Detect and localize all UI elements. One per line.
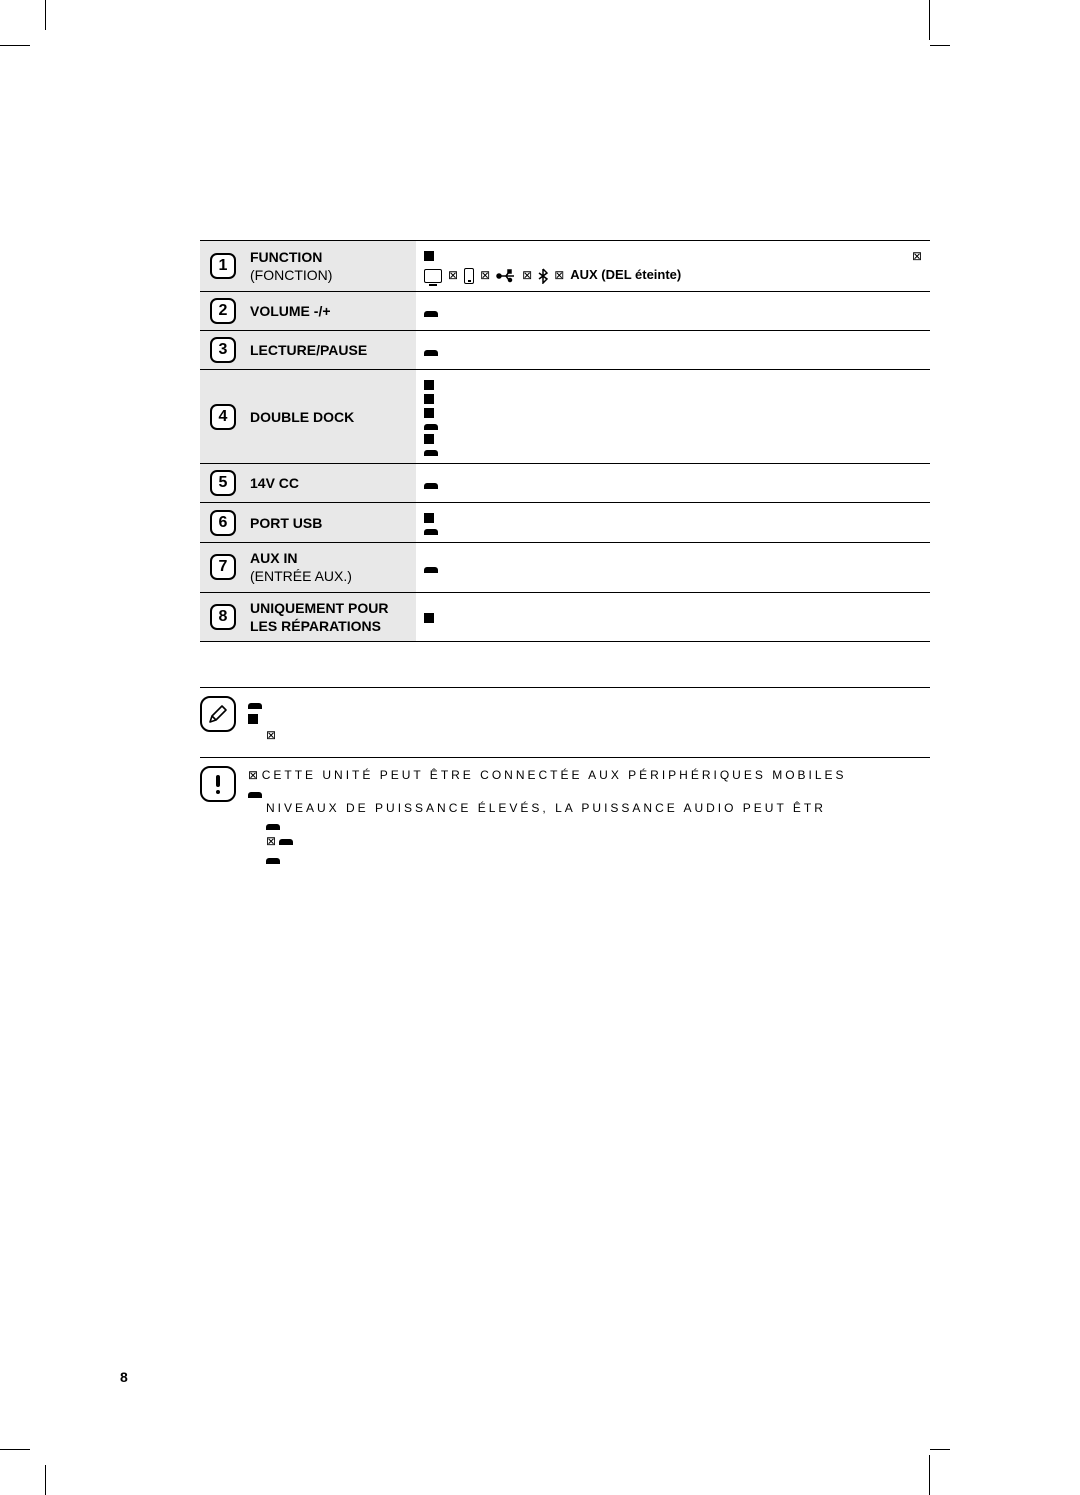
row-label: VOLUME -/+ [250,303,331,319]
caution-line-1: Cette unité peut être connectée aux péri… [262,768,847,782]
bullet-icon [248,792,262,798]
bullet-icon [424,424,438,430]
bullet-icon [424,311,438,317]
note-icon-pencil [200,696,236,732]
row-label: PORT USB [250,515,322,531]
desc-line [424,391,922,404]
function-table: 1 FUNCTION (FONCTION) ⊠ ⊠ ⊠ [200,240,930,642]
bullet-icon [424,380,434,390]
bullet-icon [424,567,438,573]
bullet-icon [279,839,293,845]
desc-line [424,377,922,390]
desc-line [424,345,922,356]
bullet-icon [424,408,434,418]
glyph: ⊠ [448,267,458,284]
row-number: 8 [210,604,236,630]
bullet-icon [424,434,434,444]
bullet-icon [266,824,280,830]
bullet-icon [424,251,434,261]
caution-block: ⊠ Cette unité peut être connectée aux pé… [200,757,930,878]
page-number: 8 [120,1369,128,1385]
bullet-icon [248,714,258,724]
bullet-icon [424,450,438,456]
desc-line [424,524,922,535]
row-number: 4 [210,404,236,430]
glyph: ⊠ [522,267,532,284]
desc-line [424,445,922,456]
note-block: ⊠ [200,687,930,757]
row-label: DOUBLE DOCK [250,409,354,425]
note-line [248,711,930,724]
table-row: 1 FUNCTION (FONCTION) ⊠ ⊠ ⊠ [200,241,930,292]
table-row: 7 AUX IN (ENTRÉE AUX.) [200,543,930,592]
page: 1 FUNCTION (FONCTION) ⊠ ⊠ ⊠ [45,45,930,1450]
desc-line [424,562,922,573]
table-row: 6 PORT USB [200,503,930,543]
bullet-icon [424,483,438,489]
row-label: LECTURE/PAUSE [250,342,367,358]
glyph: ⊠ [912,248,922,265]
crop-mark [930,45,950,46]
caution-line-2: niveaux de puissance élevés, la puissanc… [248,800,930,817]
table-row: 2 VOLUME -/+ [200,292,930,331]
bullet-icon [424,350,438,356]
note-line [248,698,930,709]
crop-mark [929,0,930,40]
desc-line [424,419,922,430]
table-row: 8 UNIQUEMENT POUR LES RÉPARATIONS [200,592,930,641]
crop-mark [0,45,30,46]
crop-mark [930,1449,950,1450]
row-number: 7 [210,554,236,580]
row-number: 2 [210,298,236,324]
desc-line [424,431,922,444]
note-line [248,819,930,830]
bullet-icon [266,858,280,864]
tv-icon [424,269,442,283]
row-label: FUNCTION [250,249,322,265]
content-area: 1 FUNCTION (FONCTION) ⊠ ⊠ ⊠ [200,240,930,878]
desc-line [424,610,922,623]
desc-line: ⊠ [424,248,922,265]
icon-row: ⊠ ⊠ ⊠ ⊠ AUX (DEL éteinte) [424,266,922,285]
note-line [248,787,930,798]
glyph: ⊠ [266,728,276,742]
crop-mark [929,1455,930,1495]
crop-mark [45,1465,46,1495]
notes-section: ⊠ ⊠ Cette unité peut être connectée aux … [200,687,930,878]
row-number: 5 [210,470,236,496]
desc-line [424,405,922,418]
caution-icon [200,766,236,802]
table-row: 4 DOUBLE DOCK [200,370,930,464]
table-row: 5 14V CC [200,464,930,503]
bullet-icon [248,703,262,709]
row-number: 6 [210,510,236,536]
glyph: ⊠ [480,267,490,284]
bluetooth-icon [538,268,548,284]
row-label: UNIQUEMENT POUR LES RÉPARATIONS [250,600,388,634]
glyph: ⊠ [554,267,564,284]
bullet-icon [424,529,438,535]
crop-mark [45,0,46,30]
row-label: 14V CC [250,475,299,491]
glyph: ⊠ [266,834,276,848]
row-label: AUX IN [250,550,297,566]
phone-icon [464,268,474,284]
note-line [248,853,930,864]
desc-line [424,510,922,523]
row-label-sub: (FONCTION) [250,267,332,283]
desc-line [424,306,922,317]
bullet-icon [424,513,434,523]
crop-mark [0,1449,30,1450]
row-label-sub: (ENTRÉE AUX.) [250,568,352,584]
usb-icon [496,269,516,283]
desc-line [424,478,922,489]
caution-text: ⊠ Cette unité peut être connectée aux pé… [248,766,930,785]
row-number: 3 [210,337,236,363]
row-number: 1 [210,253,236,279]
bullet-icon [424,613,434,623]
table-row: 3 LECTURE/PAUSE [200,331,930,370]
bullet-icon [424,394,434,404]
aux-label: AUX (DEL éteinte) [570,266,681,285]
